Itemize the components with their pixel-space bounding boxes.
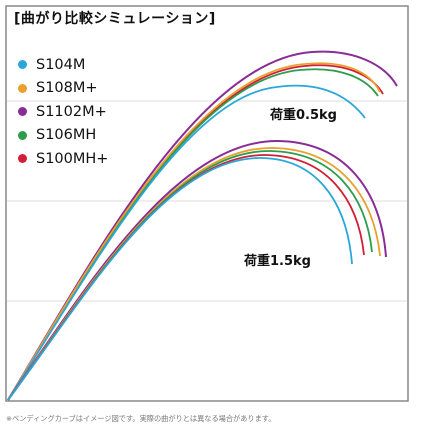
legend-item-s106mh: S106MH (18, 124, 108, 148)
curve-s1102m-plus-heavy (7, 139, 387, 401)
legend-item-s1102m-plus: S1102M+ (18, 100, 108, 124)
curve-s106mh-heavy (7, 150, 373, 401)
chart-title: [曲がり比較シミュレーション] (14, 11, 216, 27)
legend-item-s104m: S104M (18, 53, 108, 77)
legend-label: S106MH (36, 127, 97, 144)
curve-s104m-light (7, 84, 366, 401)
legend-item-s108m-plus: S108M+ (18, 77, 108, 101)
legend-label: S104M (36, 56, 86, 73)
curve-s100mh-plus-heavy (7, 154, 365, 401)
legend-item-s100mh-plus: S100MH+ (18, 147, 108, 171)
load-label-light: 荷重0.5kg (270, 108, 337, 123)
legend-dot-icon (18, 107, 27, 117)
legend-dot-icon (18, 130, 27, 140)
legend-label: S108M+ (36, 80, 98, 97)
curve-s104m-heavy (7, 157, 353, 401)
legend-label: S100MH+ (36, 150, 109, 167)
legend: S104M S108M+ S1102M+ S106MH S100MH+ (18, 53, 108, 171)
legend-dot-icon (18, 60, 27, 70)
legend-label: S1102M+ (36, 103, 107, 120)
load-label-heavy: 荷重1.5kg (244, 254, 311, 269)
curve-s108m-plus-light (7, 62, 381, 401)
legend-dot-icon (18, 154, 27, 164)
legend-dot-icon (18, 83, 27, 93)
plot-frame (5, 5, 409, 402)
footnote: ※ベンディングカーブはイメージ図です。実際の曲がりとは異なる場合があります。 (6, 414, 276, 423)
